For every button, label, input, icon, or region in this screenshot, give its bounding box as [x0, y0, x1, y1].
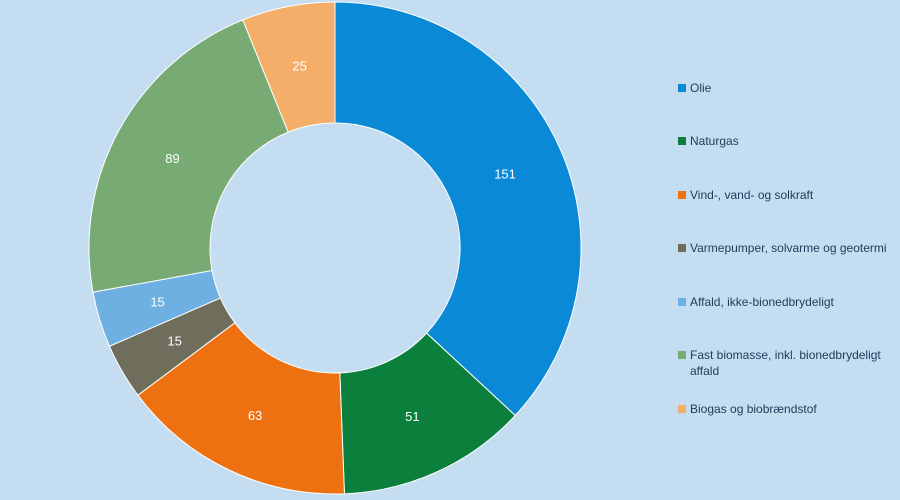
legend-swatch	[678, 191, 686, 199]
legend-label: Olie	[690, 81, 712, 95]
legend-label: Vind-, vand- og solkraft	[690, 188, 814, 202]
donut-slice-0	[334, 1, 582, 417]
slice-value-label-2: 63	[248, 408, 262, 423]
donut-slice-2	[137, 322, 345, 495]
legend-item-fast-biomasse: Fast biomasse, inkl. bionedbrydeligt aff…	[678, 347, 893, 379]
legend-item-naturgas: Naturgas	[678, 133, 893, 149]
legend-label: Biogas og biobrændstof	[690, 402, 817, 416]
slice-value-label-4: 15	[150, 295, 164, 310]
slice-value-label-0: 151	[494, 166, 516, 181]
legend-label: Varmepumper, solvarme og geotermi	[690, 241, 887, 255]
legend-label: Affald, ikke-bionedbrydeligt	[690, 295, 834, 309]
slice-value-label-1: 51	[405, 409, 419, 424]
donut-slice-labels: 151 51 63 15 15 89 25	[150, 58, 516, 424]
legend-label: Naturgas	[690, 134, 739, 148]
donut-slices	[88, 1, 582, 495]
legend-item-varmepumper: Varmepumper, solvarme og geotermi	[678, 240, 893, 256]
legend-label: Fast biomasse, inkl. bionedbrydeligt aff…	[690, 348, 881, 378]
slice-value-label-3: 15	[167, 334, 181, 349]
legend-swatch	[678, 84, 686, 92]
legend-item-vind-vand-solkraft: Vind-, vand- og solkraft	[678, 187, 893, 203]
legend-item-affald: Affald, ikke-bionedbrydeligt	[678, 294, 893, 310]
legend-swatch	[678, 405, 686, 413]
legend-swatch	[678, 244, 686, 252]
donut-slice-5	[88, 19, 289, 293]
donut-slice-6	[242, 1, 336, 133]
legend-item-biogas: Biogas og biobrændstof	[678, 401, 893, 417]
slice-value-label-6: 25	[292, 58, 306, 73]
legend-swatch	[678, 351, 686, 359]
slice-value-label-5: 89	[165, 151, 179, 166]
legend-swatch	[678, 137, 686, 145]
legend-item-olie: Olie	[678, 80, 893, 96]
legend-swatch	[678, 298, 686, 306]
